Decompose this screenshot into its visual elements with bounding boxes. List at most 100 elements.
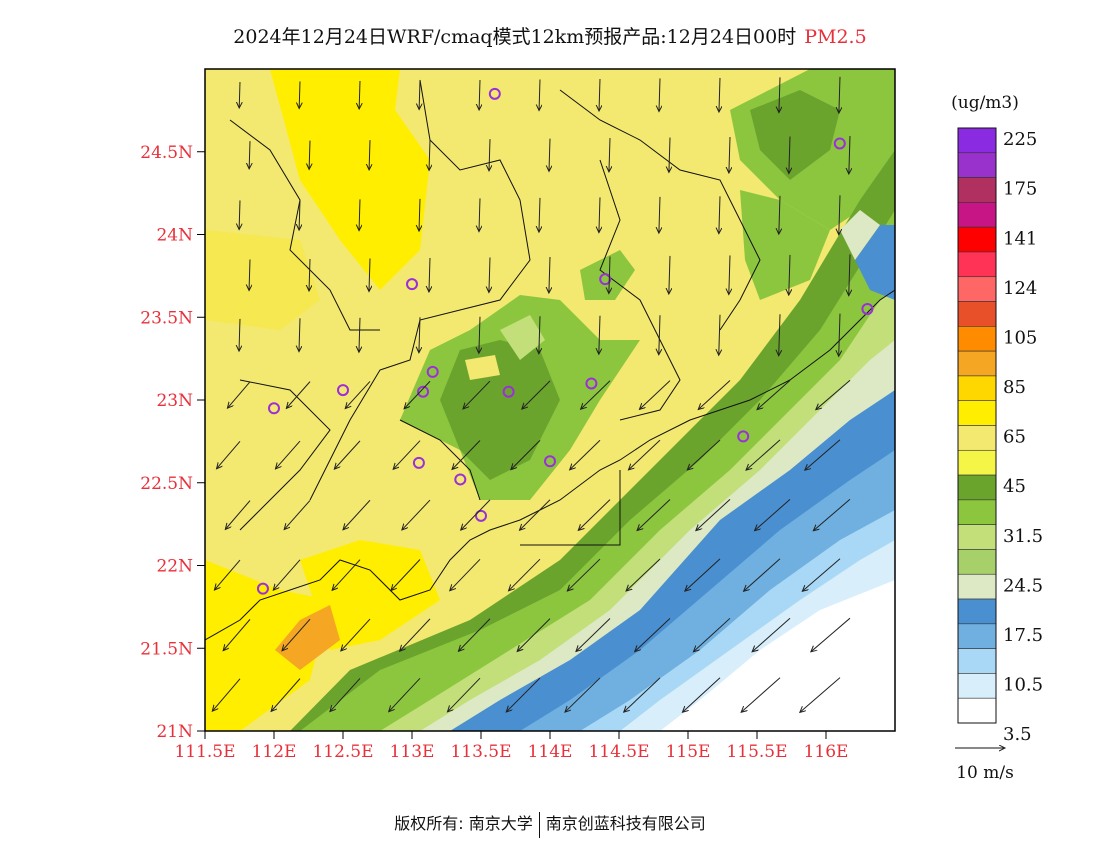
wind-arrow [452, 440, 481, 470]
legend-color-swatch [957, 226, 997, 253]
wind-arrow [839, 313, 840, 357]
lat-tick-label: 24.5N [140, 143, 193, 163]
wind-arrow [369, 140, 370, 170]
wind-arrow [800, 677, 841, 713]
wind-arrow [549, 138, 550, 172]
monitoring-station-marker [585, 377, 598, 390]
wind-arrow [682, 677, 721, 712]
monitoring-station-marker [268, 402, 280, 415]
legend-color-swatch [957, 499, 997, 525]
wind-arrow [624, 677, 661, 712]
wind-arrow [334, 440, 361, 469]
legend-color-swatch [957, 276, 997, 302]
legend-label: 3.5 [1003, 724, 1032, 745]
lon-tick-label: 115.5E [726, 742, 787, 762]
wind-arrow [549, 256, 550, 293]
legend-color-swatch [957, 524, 997, 550]
wind-vectors [212, 76, 851, 713]
wind-arrow [637, 499, 671, 531]
monitoring-station-marker [502, 385, 515, 398]
wind-arrow [816, 379, 851, 409]
wind-arrow [489, 257, 490, 292]
legend-label: 17.5 [1003, 625, 1043, 646]
legend-label: 31.5 [1003, 526, 1043, 547]
wind-arrow [359, 317, 360, 352]
legend-color-swatch [957, 127, 997, 154]
monitoring-station-marker [475, 509, 487, 522]
wind-arrow [447, 677, 481, 712]
wind-arrow [746, 439, 781, 470]
legend-color-swatch [957, 425, 997, 451]
wind-arrow [520, 499, 551, 530]
legend-label: 225 [1003, 129, 1037, 150]
wind-arrow [628, 439, 661, 470]
wind-arrow [389, 677, 421, 711]
wind-arrow [576, 618, 611, 651]
wind-arrow [599, 197, 600, 232]
wind-arrow [359, 199, 360, 230]
lat-tick-label: 24N [156, 226, 193, 246]
footer-left: 版权所有: 南京大学 [394, 814, 533, 833]
wind-arrow [539, 197, 540, 232]
wind-arrow [458, 618, 491, 652]
legend-color-swatch [957, 598, 997, 625]
wind-arrow [741, 677, 781, 713]
wind-arrow [309, 259, 310, 291]
legend-color-swatch [957, 375, 997, 402]
wind-arrow [506, 677, 541, 712]
wind-arrow [849, 254, 850, 295]
wind-arrow [341, 618, 371, 651]
lat-tick-label: 23N [156, 391, 193, 411]
legend-color-swatch [957, 673, 997, 699]
wind-arrow [567, 558, 601, 591]
legend-color-swatch [957, 623, 997, 649]
wind-arrow [685, 558, 721, 591]
wind-arrow [227, 381, 251, 408]
pm25-field [205, 69, 895, 731]
legend-label: 105 [1003, 327, 1037, 348]
legend-color-swatch [957, 202, 997, 228]
legend-label: 65 [1003, 427, 1026, 448]
wind-arrow [659, 196, 660, 233]
monitoring-station-marker [256, 582, 269, 595]
wind-arrow [275, 440, 301, 469]
wind-arrow [839, 195, 840, 234]
legend-label: 141 [1003, 228, 1037, 249]
wind-arrow [693, 617, 731, 651]
monitoring-station-marker [544, 455, 556, 468]
wind-arrow [511, 440, 541, 469]
monitoring-station-marker [861, 302, 874, 315]
lon-tick-label: 114.5E [588, 742, 649, 762]
lon-tick-label: 114E [528, 742, 573, 762]
wind-arrow [450, 558, 481, 590]
wind-arrow [669, 255, 670, 294]
legend-color-swatch [957, 474, 997, 501]
wind-arrow [789, 136, 790, 174]
wind-arrow [402, 499, 431, 530]
wind-arrow [626, 558, 661, 591]
wind-arrow [729, 137, 730, 173]
footer-separator [538, 811, 540, 838]
wind-arrow [635, 618, 671, 651]
wind-arrow [217, 440, 241, 468]
legend-color-swatch [957, 350, 997, 377]
wind-arrow [659, 78, 660, 111]
monitoring-station-marker [417, 385, 430, 398]
monitoring-station-marker [406, 278, 418, 291]
wind-arrow [659, 315, 660, 355]
wind-arrow [687, 439, 721, 470]
wind-arrow [299, 199, 300, 230]
legend-color-swatch [957, 301, 997, 327]
wind-arrow [698, 380, 731, 410]
wind-arrow [609, 138, 610, 172]
wind-arrow [393, 440, 421, 470]
wind-arrow [271, 678, 301, 712]
wind-arrow [729, 255, 730, 294]
legend-unit: (ug/m3) [951, 93, 1019, 113]
wind-arrow [522, 380, 551, 409]
wind-arrow [284, 500, 311, 529]
wind-arrow [509, 558, 541, 591]
legend-label: 24.5 [1003, 575, 1043, 596]
wind-arrow [599, 315, 600, 355]
